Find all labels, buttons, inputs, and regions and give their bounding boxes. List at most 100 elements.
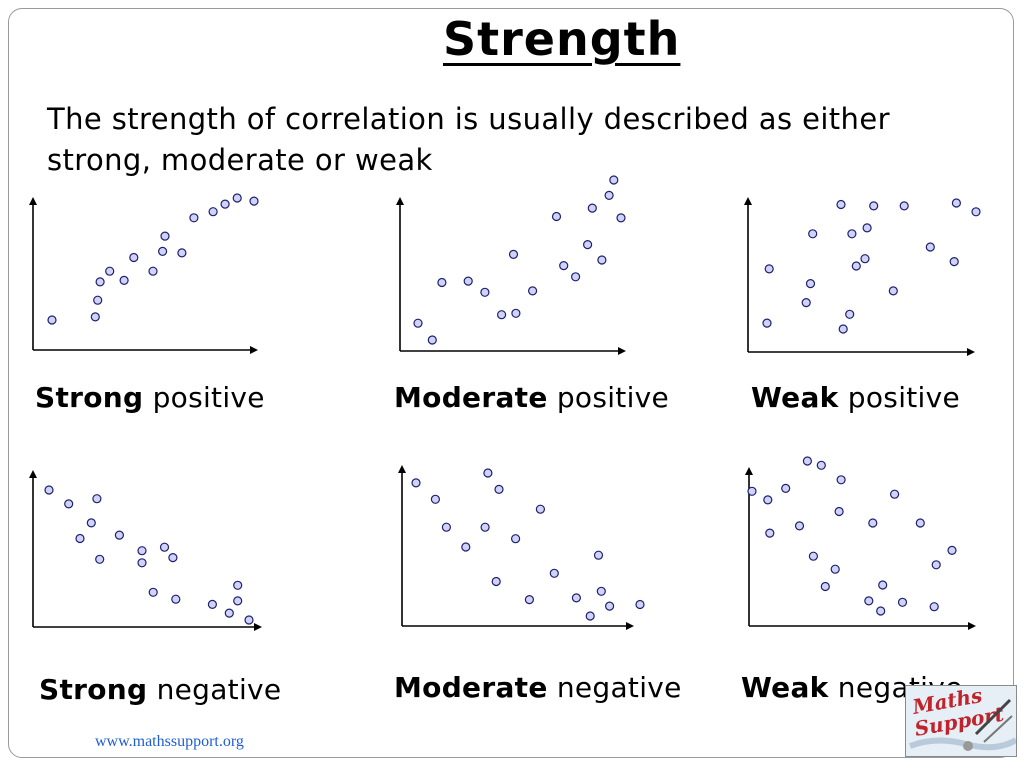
y-axis-arrow bbox=[745, 467, 753, 475]
data-point bbox=[836, 475, 846, 485]
data-point bbox=[801, 298, 811, 308]
strength-word: Strong bbox=[35, 381, 144, 414]
data-point bbox=[604, 601, 615, 611]
data-point bbox=[430, 494, 440, 504]
direction-word: positive bbox=[847, 381, 961, 414]
data-point bbox=[483, 468, 493, 478]
y-axis-arrow bbox=[29, 197, 37, 205]
data-point bbox=[480, 287, 490, 297]
data-point bbox=[93, 295, 103, 305]
data-point bbox=[847, 229, 857, 239]
data-point bbox=[860, 254, 870, 264]
data-point bbox=[220, 199, 230, 209]
direction-word: negative bbox=[556, 671, 682, 704]
page-title: Strength bbox=[443, 12, 681, 66]
data-point bbox=[878, 580, 888, 590]
data-point bbox=[838, 324, 848, 334]
data-point bbox=[635, 599, 645, 610]
data-point bbox=[808, 229, 818, 239]
data-point bbox=[876, 606, 886, 616]
data-point bbox=[929, 602, 939, 612]
data-point bbox=[92, 494, 102, 504]
data-point bbox=[593, 550, 604, 560]
data-point bbox=[95, 554, 105, 564]
strength-word: Moderate bbox=[394, 671, 548, 704]
strength-word: Strong bbox=[39, 673, 148, 706]
footer-link[interactable]: www.mathssupport.org bbox=[95, 733, 244, 750]
intro-text: The strength of correlation is usually d… bbox=[47, 102, 890, 177]
data-point bbox=[949, 257, 959, 267]
x-axis-arrow bbox=[967, 348, 975, 356]
x-axis-arrow bbox=[618, 347, 626, 355]
data-point bbox=[794, 521, 805, 531]
data-point bbox=[90, 312, 100, 322]
data-point bbox=[95, 277, 105, 287]
data-point bbox=[168, 552, 178, 563]
data-point bbox=[596, 586, 606, 596]
data-point bbox=[244, 615, 254, 625]
chart-label-weak-negative: Weak negative bbox=[741, 671, 963, 704]
data-point bbox=[559, 261, 569, 271]
data-point bbox=[864, 596, 874, 606]
logo-graphic: Maths Support bbox=[906, 686, 1016, 756]
data-point bbox=[868, 518, 878, 528]
data-point bbox=[129, 252, 139, 263]
data-point bbox=[925, 242, 935, 252]
data-point bbox=[249, 196, 259, 206]
x-axis-arrow bbox=[626, 622, 634, 630]
data-point bbox=[947, 545, 957, 556]
data-point bbox=[44, 485, 54, 495]
data-point bbox=[762, 318, 772, 328]
data-point bbox=[461, 542, 471, 552]
x-axis-arrow bbox=[250, 346, 258, 354]
data-point bbox=[233, 580, 243, 590]
data-point bbox=[510, 534, 521, 544]
data-point bbox=[862, 223, 872, 233]
data-point bbox=[851, 261, 861, 271]
data-point bbox=[808, 551, 819, 561]
data-point bbox=[609, 175, 619, 185]
data-point bbox=[971, 207, 981, 217]
data-point bbox=[587, 203, 597, 213]
data-point bbox=[582, 240, 593, 250]
data-point bbox=[64, 499, 74, 509]
chart-label-strong-positive: Strong positive bbox=[35, 381, 265, 414]
data-point bbox=[535, 504, 546, 514]
data-point bbox=[834, 506, 844, 517]
data-point bbox=[889, 489, 900, 499]
y-axis-arrow bbox=[744, 197, 752, 205]
data-point bbox=[527, 286, 538, 296]
data-point bbox=[915, 518, 925, 528]
data-point bbox=[427, 335, 437, 345]
strength-word: Moderate bbox=[394, 381, 548, 414]
data-point bbox=[897, 597, 908, 607]
data-point bbox=[869, 201, 879, 211]
data-point bbox=[511, 308, 521, 318]
data-point bbox=[411, 478, 421, 488]
data-point bbox=[189, 213, 199, 223]
data-point bbox=[119, 275, 129, 285]
data-point bbox=[836, 199, 846, 210]
data-point bbox=[480, 522, 490, 532]
data-point bbox=[177, 248, 187, 258]
data-point bbox=[160, 231, 170, 241]
data-point bbox=[497, 310, 507, 320]
data-point bbox=[491, 576, 501, 587]
strength-word: Weak bbox=[741, 671, 829, 704]
data-point bbox=[441, 522, 451, 532]
data-point bbox=[114, 530, 125, 540]
direction-word: positive bbox=[152, 381, 265, 414]
strength-word: Weak bbox=[751, 381, 839, 414]
y-axis-arrow bbox=[396, 197, 404, 205]
data-point bbox=[845, 309, 855, 319]
maths-support-logo: Maths Support bbox=[905, 685, 1017, 757]
data-point bbox=[148, 587, 158, 597]
chart-label-weak-positive: Weak positive bbox=[751, 381, 960, 414]
data-point bbox=[208, 207, 218, 217]
data-point bbox=[47, 315, 57, 325]
